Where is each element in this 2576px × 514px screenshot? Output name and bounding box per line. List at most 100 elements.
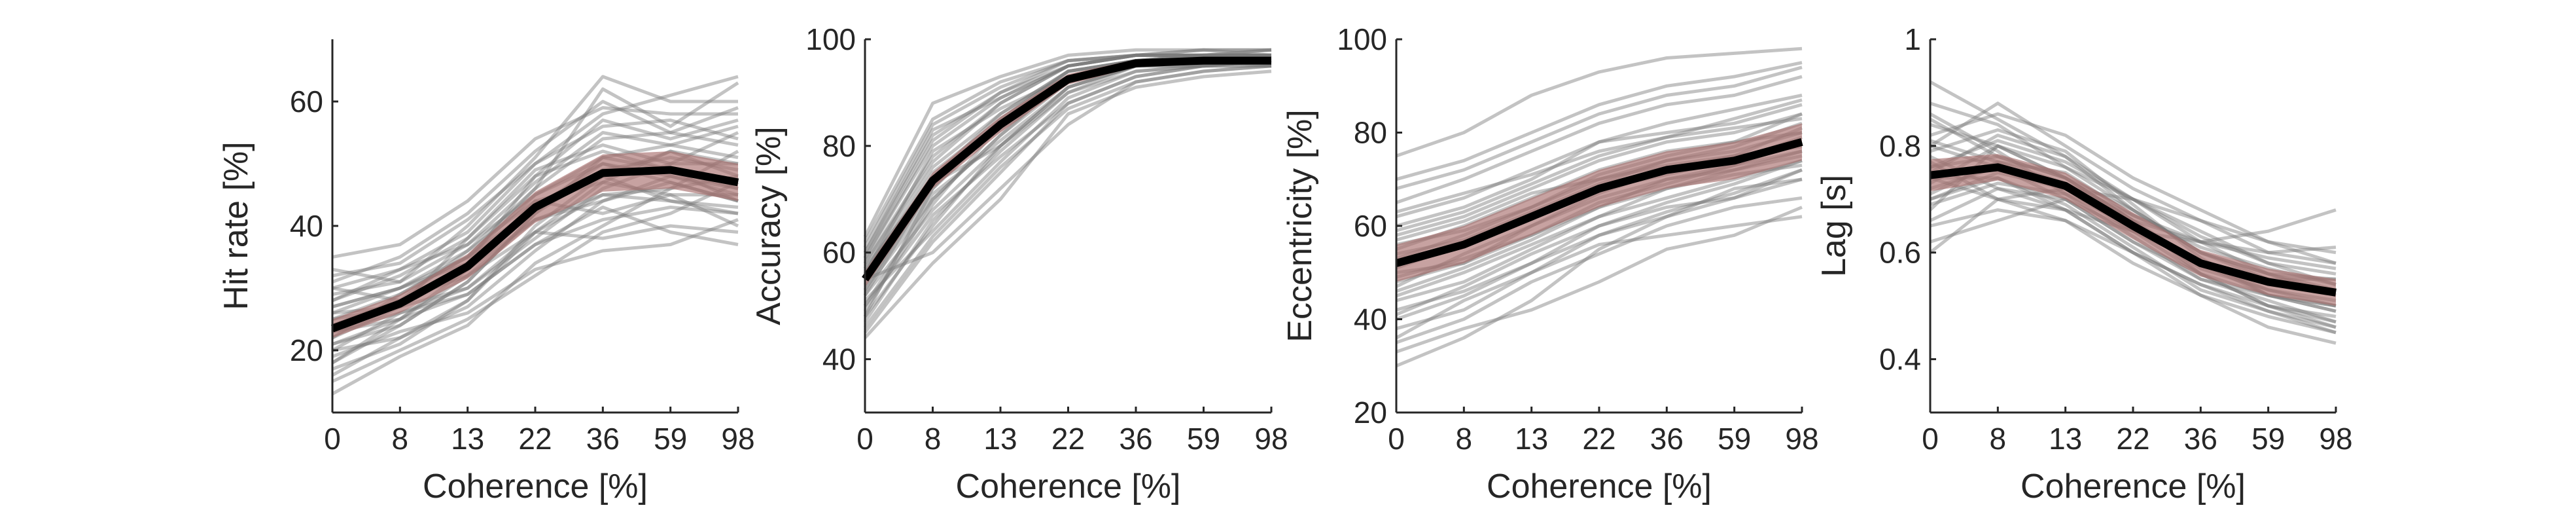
y-tick-label: 0.4	[1879, 342, 1921, 376]
individual-line-26	[1395, 215, 1803, 340]
chart-panel-4: 0 8 13 22 36 59 98 0.4 0.6 0.8 1 Coherence [%] Lag […	[1815, 22, 2353, 505]
individual-line-9	[331, 75, 739, 303]
individual-line-4	[332, 206, 739, 346]
individual-line-26	[1930, 139, 2337, 276]
individual-line-23	[332, 119, 739, 278]
mean-line	[1395, 138, 1803, 267]
y-tick-label: 80	[822, 129, 856, 163]
x-tick-label: 59	[1187, 422, 1220, 456]
individual-line-17	[863, 59, 1272, 286]
individual-line-16	[863, 48, 1272, 248]
individual-line-14	[332, 218, 739, 358]
y-tick-label: 20	[290, 333, 323, 367]
individual-line-10	[1396, 112, 1803, 237]
x-tick-label: 98	[721, 422, 754, 456]
y-tick-label: 40	[1354, 303, 1387, 337]
individual-line-12	[863, 53, 1271, 259]
individual-line-12	[332, 100, 739, 284]
individual-line-25	[863, 53, 1271, 259]
y-tick-label: 60	[290, 84, 323, 119]
individual-line-26	[332, 174, 739, 352]
mean-line	[1930, 163, 2337, 297]
y-axis-label: Eccentricity [%]	[1281, 109, 1319, 342]
y-tick-label: 1	[1904, 22, 1921, 56]
individual-line-29	[863, 53, 1271, 253]
chart-panel-2: 0 8 13 22 36 59 98 40 60 80 100 Coherence [%] Accura…	[750, 22, 1288, 505]
y-tick-label: 60	[1354, 209, 1387, 243]
individual-line-1	[1396, 168, 1803, 368]
individual-line-8	[864, 64, 1272, 281]
individual-line-22	[863, 64, 1271, 307]
individual-line-27	[1396, 98, 1803, 232]
y-axis-label: Accuracy [%]	[750, 126, 788, 325]
individual-line-27	[1929, 197, 2337, 335]
individual-line-7	[1396, 75, 1803, 204]
x-tick-label: 22	[1051, 422, 1085, 456]
chart-panel-1: 0 8 13 22 36 59 98 20 40 60 Coherence [%] Hit rate …	[217, 39, 755, 505]
individual-line-30	[1396, 158, 1803, 316]
x-tick-label: 8	[392, 422, 409, 456]
individual-line-4	[1930, 208, 2337, 335]
individual-line-13	[864, 59, 1272, 302]
individual-line-18	[1929, 187, 2337, 329]
chart-panel-3: 0 8 13 22 36 59 98 20 40 60 80 100 Coherence [%] Ecce…	[1281, 22, 1819, 505]
x-tick-label: 98	[1254, 422, 1288, 456]
x-tick-label: 8	[925, 422, 942, 456]
individual-line-13	[1396, 177, 1803, 312]
individual-line-15	[1396, 103, 1803, 219]
individual-line-12	[1396, 65, 1803, 191]
x-tick-label: 13	[1515, 422, 1548, 456]
x-axis-label: Coherence [%]	[1487, 468, 1712, 505]
x-tick-label: 0	[324, 422, 341, 456]
individual-line-15	[332, 106, 738, 259]
x-tick-label: 22	[1582, 422, 1615, 456]
individual-line-9	[1929, 144, 2337, 286]
individual-line-6	[1396, 177, 1803, 331]
x-tick-label: 98	[2319, 422, 2352, 456]
individual-line-15	[864, 69, 1272, 339]
x-axis-label: Coherence [%]	[2020, 468, 2246, 505]
individual-line-2	[863, 48, 1272, 265]
x-tick-label: 98	[1785, 422, 1818, 456]
individual-line-7	[863, 53, 1271, 243]
y-axis-label: Hit rate [%]	[217, 141, 255, 310]
y-tick-label: 100	[805, 22, 856, 56]
individual-line-11	[1930, 176, 2337, 318]
x-axis-label: Coherence [%]	[956, 468, 1181, 505]
x-tick-label: 22	[518, 422, 552, 456]
individual-line-2	[1396, 46, 1803, 158]
x-tick-label: 59	[1718, 422, 1751, 456]
x-tick-label: 59	[654, 422, 687, 456]
error-band	[332, 151, 738, 338]
individual-line-24	[1396, 117, 1803, 214]
x-tick-label: 59	[2251, 422, 2285, 456]
individual-line-10	[1930, 112, 2337, 255]
mean-line	[330, 166, 739, 333]
x-tick-label: 0	[856, 422, 873, 456]
x-tick-label: 8	[1990, 422, 2007, 456]
y-tick-label: 80	[1354, 116, 1387, 150]
y-tick-label: 100	[1337, 22, 1387, 56]
y-tick-label: 40	[290, 209, 323, 243]
y-axis-label: Lag [s]	[1815, 175, 1853, 277]
y-tick-label: 0.8	[1879, 129, 1921, 163]
individual-line-10	[863, 53, 1271, 270]
individual-line-19	[863, 48, 1272, 265]
x-tick-label: 36	[586, 422, 620, 456]
mean-line	[862, 56, 1271, 282]
individual-line-22	[331, 181, 739, 383]
individual-line-21	[863, 48, 1271, 238]
individual-line-9	[1396, 196, 1803, 344]
x-tick-label: 36	[2184, 422, 2217, 456]
y-tick-label: 60	[822, 236, 856, 270]
individual-line-24	[863, 64, 1272, 329]
x-tick-label: 13	[2049, 422, 2082, 456]
individual-line-18	[332, 181, 739, 371]
x-tick-label: 36	[1119, 422, 1152, 456]
individual-line-4	[863, 48, 1271, 253]
individual-line-16	[1396, 206, 1803, 354]
x-tick-label: 36	[1650, 422, 1684, 456]
x-axis-label: Coherence [%]	[423, 468, 648, 505]
individual-line-3	[332, 119, 739, 315]
